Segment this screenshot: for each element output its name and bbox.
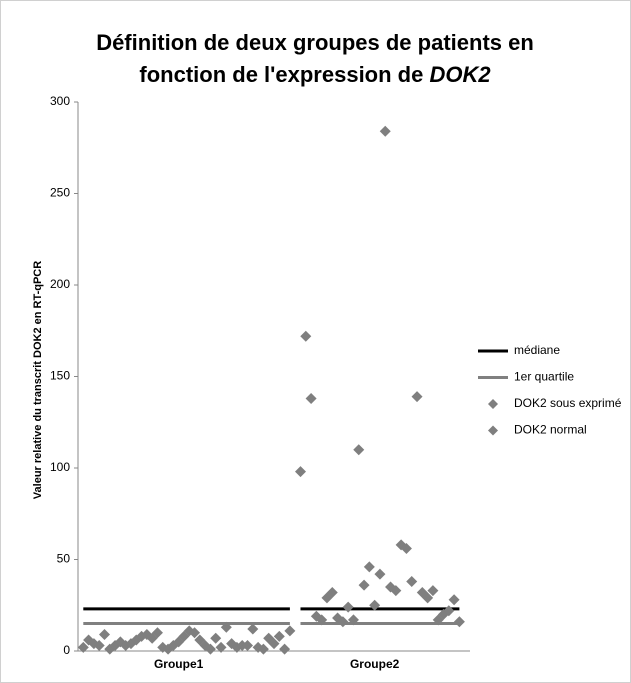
- data-point: [448, 594, 460, 606]
- data-point: [189, 627, 201, 639]
- legend-label: médiane: [514, 343, 560, 357]
- x-tick-label: Groupe2: [350, 657, 400, 671]
- legend-swatch: [488, 425, 498, 436]
- y-tick-label: 50: [57, 552, 71, 566]
- data-point: [342, 601, 354, 613]
- data-point: [374, 568, 386, 580]
- data-point: [210, 632, 222, 644]
- data-point: [406, 575, 418, 587]
- y-tick-label: 150: [50, 369, 70, 383]
- legend-swatch: [488, 399, 498, 409]
- legend-label: 1er quartile: [514, 370, 574, 384]
- data-point: [151, 627, 163, 639]
- x-tick-label: Groupe1: [154, 657, 204, 671]
- data-point: [400, 543, 412, 555]
- data-point: [363, 561, 375, 573]
- legend-label: DOK2 normal: [514, 423, 587, 437]
- legend-label: DOK2 sous exprimé: [514, 396, 622, 410]
- data-point: [294, 466, 306, 478]
- chart-title-part: fonction de l'expression de: [139, 62, 423, 87]
- y-tick-label: 0: [63, 643, 70, 657]
- data-point: [300, 330, 312, 342]
- chart-title: fonction de l'expression de DOK2: [139, 62, 491, 87]
- y-tick-label: 200: [50, 277, 70, 291]
- data-point: [247, 623, 259, 635]
- data-point: [77, 641, 89, 653]
- data-point: [305, 392, 317, 404]
- chart-title: Définition de deux groupes de patients e…: [96, 30, 534, 55]
- data-point: [257, 643, 269, 655]
- data-point: [379, 125, 391, 137]
- data-point: [422, 592, 434, 604]
- data-point: [284, 625, 296, 637]
- data-point: [347, 614, 359, 626]
- data-point: [204, 643, 216, 655]
- data-point: [369, 599, 381, 611]
- data-point: [358, 579, 370, 591]
- chart-title-italic: DOK2: [429, 62, 491, 87]
- data-point: [353, 444, 365, 456]
- data-point: [215, 641, 227, 653]
- data-point: [390, 585, 402, 597]
- data-point: [443, 605, 455, 617]
- data-point: [316, 614, 328, 626]
- data-point: [411, 391, 423, 403]
- data-point: [279, 643, 291, 655]
- data-point: [453, 616, 465, 628]
- y-axis-label: Valeur relative du transcrit DOK2 en RT-…: [32, 261, 44, 499]
- data-point: [337, 616, 349, 628]
- data-point: [98, 629, 110, 641]
- data-point: [242, 640, 254, 652]
- data-point: [268, 638, 280, 650]
- data-point: [326, 586, 338, 598]
- data-point: [93, 640, 105, 652]
- y-tick-label: 250: [50, 186, 70, 200]
- y-tick-label: 300: [50, 94, 70, 108]
- data-point: [427, 585, 439, 597]
- y-tick-label: 100: [50, 460, 70, 474]
- data-point: [220, 621, 232, 633]
- data-point: [273, 630, 285, 642]
